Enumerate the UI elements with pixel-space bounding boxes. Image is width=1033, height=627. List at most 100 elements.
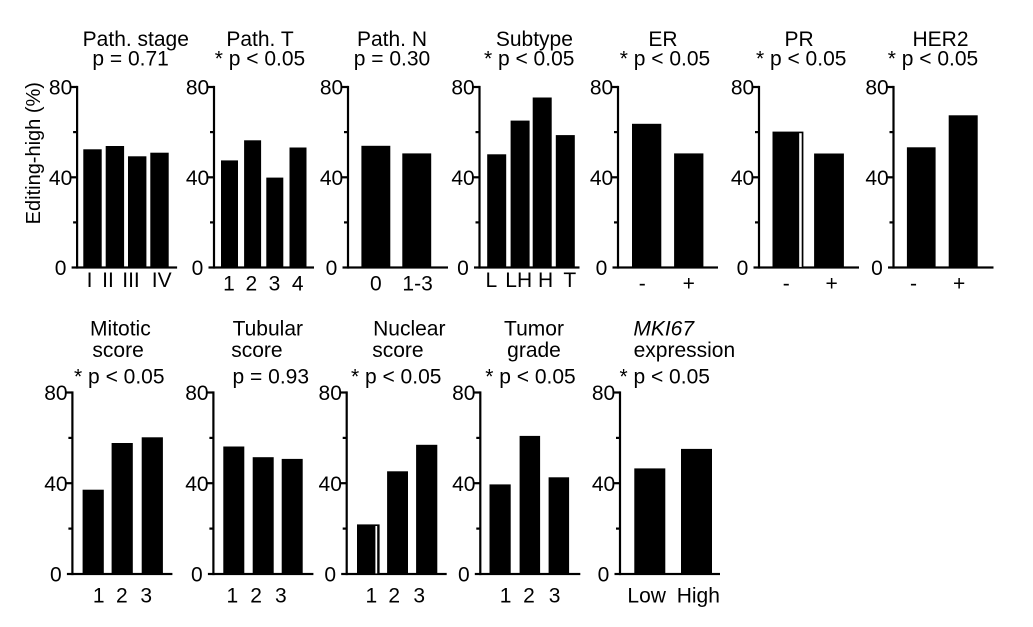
svg-text:H: H (538, 269, 553, 292)
svg-text:* p < 0.05: * p < 0.05 (74, 366, 165, 389)
svg-text:80: 80 (186, 77, 209, 100)
svg-text:ER: ER (648, 28, 677, 51)
svg-text:40: 40 (185, 473, 208, 496)
svg-text:Tumor: Tumor (504, 317, 564, 340)
svg-text:0: 0 (326, 257, 338, 280)
svg-text:1: 1 (500, 585, 512, 608)
svg-text:0: 0 (370, 273, 382, 296)
svg-text:3: 3 (549, 585, 561, 608)
svg-text:score: score (372, 339, 423, 362)
svg-text:40: 40 (592, 473, 615, 496)
svg-text:0: 0 (55, 257, 67, 280)
svg-text:T: T (563, 269, 576, 292)
svg-text:Path. N: Path. N (357, 28, 427, 51)
svg-text:p = 0.30: p = 0.30 (354, 48, 430, 71)
svg-text:p = 0.93: p = 0.93 (233, 366, 309, 389)
svg-text:40: 40 (319, 473, 342, 496)
svg-text:2: 2 (388, 585, 400, 608)
svg-text:* p < 0.05: * p < 0.05 (619, 366, 710, 389)
svg-text:0: 0 (50, 564, 62, 587)
svg-text:High: High (677, 585, 720, 608)
svg-text:Tubular: Tubular (233, 317, 303, 340)
svg-text:3: 3 (275, 585, 287, 608)
svg-text:2: 2 (523, 585, 535, 608)
svg-text:1: 1 (223, 273, 235, 296)
svg-text:4: 4 (292, 273, 304, 296)
svg-text:3: 3 (269, 273, 281, 296)
svg-text:* p < 0.05: * p < 0.05 (484, 48, 575, 71)
svg-text:80: 80 (592, 382, 615, 405)
svg-text:40: 40 (451, 167, 474, 190)
svg-text:* p < 0.05: * p < 0.05 (215, 48, 306, 71)
svg-text:40: 40 (44, 473, 67, 496)
svg-text:MKI67: MKI67 (633, 317, 695, 340)
svg-text:80: 80 (49, 77, 72, 100)
svg-text:0: 0 (457, 257, 469, 280)
svg-text:-: - (910, 273, 917, 296)
svg-text:40: 40 (186, 167, 209, 190)
svg-text:80: 80 (452, 382, 475, 405)
svg-text:Path. stage: Path. stage (83, 28, 189, 51)
svg-text:40: 40 (49, 167, 72, 190)
svg-text:* p < 0.05: * p < 0.05 (485, 366, 576, 389)
svg-text:3: 3 (413, 585, 425, 608)
svg-text:Path. T: Path. T (226, 28, 293, 51)
svg-text:0: 0 (871, 257, 883, 280)
svg-text:40: 40 (731, 167, 754, 190)
svg-text:80: 80 (319, 382, 342, 405)
svg-text:+: + (953, 273, 965, 296)
svg-text:HER2: HER2 (912, 28, 968, 51)
svg-text:* p < 0.05: * p < 0.05 (756, 48, 847, 71)
svg-text:L: L (486, 269, 498, 292)
svg-text:0: 0 (324, 564, 336, 587)
svg-text:+: + (683, 273, 695, 296)
svg-text:expression: expression (634, 339, 736, 362)
svg-text:score: score (92, 339, 143, 362)
svg-text:0: 0 (458, 564, 470, 587)
svg-text:0: 0 (191, 564, 203, 587)
svg-text:-: - (783, 273, 790, 296)
svg-text:I: I (87, 269, 93, 292)
svg-text:80: 80 (590, 77, 613, 100)
svg-text:2: 2 (250, 585, 262, 608)
svg-text:1: 1 (365, 585, 377, 608)
svg-text:2: 2 (246, 273, 258, 296)
svg-text:Mitotic: Mitotic (90, 317, 151, 340)
svg-text:80: 80 (185, 382, 208, 405)
svg-text:1: 1 (227, 585, 239, 608)
svg-text:II: II (102, 269, 114, 292)
svg-text:80: 80 (320, 77, 343, 100)
svg-text:Nuclear: Nuclear (373, 317, 445, 340)
svg-text:Low: Low (627, 585, 666, 608)
svg-text:0: 0 (737, 257, 749, 280)
svg-text:2: 2 (116, 585, 128, 608)
svg-text:* p < 0.05: * p < 0.05 (351, 366, 442, 389)
svg-text:LH: LH (505, 269, 532, 292)
svg-text:* p < 0.05: * p < 0.05 (620, 48, 711, 71)
svg-text:40: 40 (452, 473, 475, 496)
svg-text:grade: grade (507, 339, 561, 362)
svg-text:+: + (825, 273, 837, 296)
svg-text:0: 0 (192, 257, 204, 280)
svg-text:80: 80 (451, 77, 474, 100)
svg-text:III: III (122, 269, 140, 292)
svg-text:Editing-high (%): Editing-high (%) (23, 82, 45, 224)
svg-text:* p < 0.05: * p < 0.05 (888, 48, 979, 71)
svg-text:-: - (639, 273, 646, 296)
svg-text:0: 0 (598, 564, 610, 587)
svg-text:1: 1 (93, 585, 105, 608)
svg-text:score: score (231, 339, 282, 362)
svg-text:PR: PR (785, 28, 814, 51)
svg-text:p = 0.71: p = 0.71 (92, 48, 168, 71)
svg-text:40: 40 (865, 167, 888, 190)
svg-text:IV: IV (152, 269, 172, 292)
svg-text:80: 80 (865, 77, 888, 100)
svg-text:Subtype: Subtype (496, 28, 573, 51)
svg-text:80: 80 (44, 382, 67, 405)
svg-text:40: 40 (320, 167, 343, 190)
svg-text:3: 3 (140, 585, 152, 608)
svg-text:80: 80 (731, 77, 754, 100)
svg-text:40: 40 (590, 167, 613, 190)
svg-text:0: 0 (596, 257, 608, 280)
svg-text:1-3: 1-3 (402, 273, 432, 296)
